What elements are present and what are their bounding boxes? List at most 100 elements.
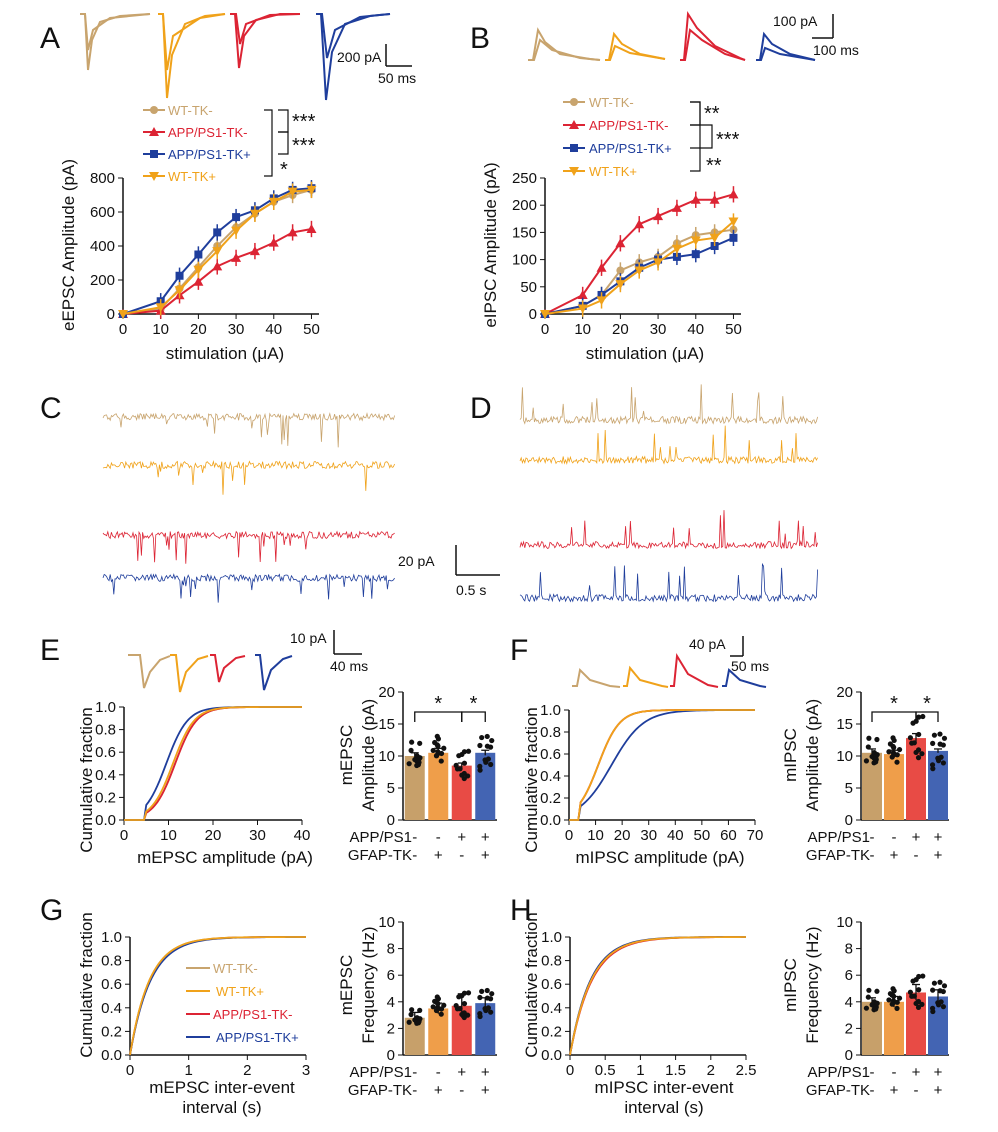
genotype-sign: - xyxy=(412,829,417,846)
data-dot xyxy=(477,1013,483,1020)
data-dot xyxy=(430,1004,436,1010)
data-dot xyxy=(409,1007,415,1013)
data-point xyxy=(193,265,204,275)
data-point xyxy=(268,197,279,207)
data-dot xyxy=(415,1020,422,1026)
panel-label-d: D xyxy=(470,392,492,425)
cdf-curve xyxy=(124,706,303,821)
chart-b-x-tick-label: 20 xyxy=(612,321,629,338)
chart-b-x-tick-label: 30 xyxy=(650,321,667,338)
data-dot xyxy=(477,767,483,773)
data-dot xyxy=(938,754,944,760)
data-dot xyxy=(919,751,925,757)
data-dot xyxy=(434,733,440,739)
genotype-row-gfap: GFAP-TK xyxy=(348,847,412,864)
e-bar-ylabel-1: mEPSC xyxy=(337,725,356,785)
data-point xyxy=(577,289,588,299)
chart-b-x-tick-label: 10 xyxy=(574,321,591,338)
h-cum-ylabel: Cumulative fraction xyxy=(522,912,541,1058)
bar xyxy=(884,754,904,820)
data-dot xyxy=(417,1007,423,1013)
data-dot xyxy=(434,994,440,1000)
chart-h-cum-y-tick-label: 0.8 xyxy=(541,953,562,970)
chart-e-cum-y-tick-label: 1.0 xyxy=(95,699,116,716)
data-dot xyxy=(863,758,870,764)
data-dot xyxy=(916,714,922,720)
chart-g-cum-y-tick-label: 0.0 xyxy=(101,1047,122,1064)
data-dot xyxy=(866,987,872,993)
data-dot xyxy=(459,751,465,758)
chart-e-cum-x-tick-label: 40 xyxy=(294,827,311,844)
chart-b-x-tick-label: 50 xyxy=(725,321,742,338)
e-mini-traces xyxy=(128,654,293,693)
chart-f-cum-x-tick-label: 0 xyxy=(565,827,573,844)
genotype-sign: - xyxy=(892,829,897,846)
cdf-curve xyxy=(124,706,303,821)
data-dot xyxy=(874,988,880,994)
data-dot xyxy=(459,772,465,778)
panel-label-a: A xyxy=(40,22,60,55)
c-trace xyxy=(102,530,395,564)
a-scale-y: 200 pA xyxy=(337,49,382,65)
sig-star: * xyxy=(923,693,931,715)
chart-f-bar-y-tick-label: 5 xyxy=(845,780,853,797)
genotype-sign: - xyxy=(870,1064,875,1081)
chart-a-y-tick-label: 800 xyxy=(90,170,115,187)
data-dot xyxy=(865,744,871,750)
data-point xyxy=(174,286,185,296)
data-dot xyxy=(920,973,926,979)
panel-label-c: C xyxy=(40,392,62,425)
series-line xyxy=(544,193,734,315)
a-sig-2: *** xyxy=(292,135,316,157)
data-point xyxy=(287,227,298,237)
data-dot xyxy=(461,1001,468,1007)
data-point xyxy=(118,310,128,319)
genotype-sign: - xyxy=(412,847,417,864)
data-point xyxy=(306,185,317,195)
chart-e-cumulative: 0 10 20 30 40 0.0 0.2 0.4 0.6 0.8 1.0 xyxy=(95,699,310,844)
b-scale-bar xyxy=(812,14,834,39)
data-dot xyxy=(890,986,896,992)
data-dot xyxy=(940,760,947,766)
data-dot xyxy=(873,759,879,765)
data-dot xyxy=(894,999,900,1005)
data-dot xyxy=(465,748,472,754)
chart-a-x-tick-label: 20 xyxy=(190,321,207,338)
data-dot xyxy=(461,760,468,766)
chart-h-cum-x-tick-label: 0 xyxy=(566,1062,574,1079)
data-point xyxy=(653,258,664,268)
chart-f-cum-y-tick-label: 0.8 xyxy=(540,724,561,741)
cdf-curve xyxy=(124,706,303,821)
chart-a-x-tick-label: 40 xyxy=(265,321,282,338)
cdf-curve xyxy=(569,936,747,1056)
data-point xyxy=(634,219,645,229)
chart-e-bar-y-tick-label: 5 xyxy=(387,780,395,797)
c-trace xyxy=(102,573,395,603)
data-dot xyxy=(484,995,490,1001)
genotype-row-app: APP/PS1 xyxy=(807,829,870,846)
chart-a-x-tick-label: 0 xyxy=(119,321,127,338)
series-line xyxy=(122,187,312,315)
chart-e-bar-y-tick-label: 15 xyxy=(378,716,395,733)
data-dot xyxy=(459,993,465,999)
chart-g-cum-x-tick-label: 2 xyxy=(243,1062,251,1079)
data-dot xyxy=(863,1005,870,1011)
data-dot xyxy=(937,979,943,985)
genotype-sign: + xyxy=(912,1064,921,1081)
g-legend-app-minus: APP/PS1-TK- xyxy=(213,1007,292,1022)
genotype-sign: + xyxy=(434,847,443,864)
sig-bracket xyxy=(461,711,486,722)
a-legend-wt-plus: WT-TK+ xyxy=(168,169,216,184)
data-dot xyxy=(913,1000,919,1007)
data-dot xyxy=(435,1001,441,1007)
data-point xyxy=(728,189,739,199)
genotype-row-gfap: GFAP-TK xyxy=(806,1082,870,1099)
bar xyxy=(862,1001,882,1055)
chart-b: 0 10 20 30 40 50 0 50 100 150 200 250 xyxy=(512,170,742,338)
data-dot xyxy=(484,987,490,994)
data-dot xyxy=(485,756,491,762)
chart-h-bar-y-tick-label: 6 xyxy=(845,967,853,984)
data-point xyxy=(231,252,242,262)
chart-g-cum-y-tick-label: 0.8 xyxy=(101,953,122,970)
